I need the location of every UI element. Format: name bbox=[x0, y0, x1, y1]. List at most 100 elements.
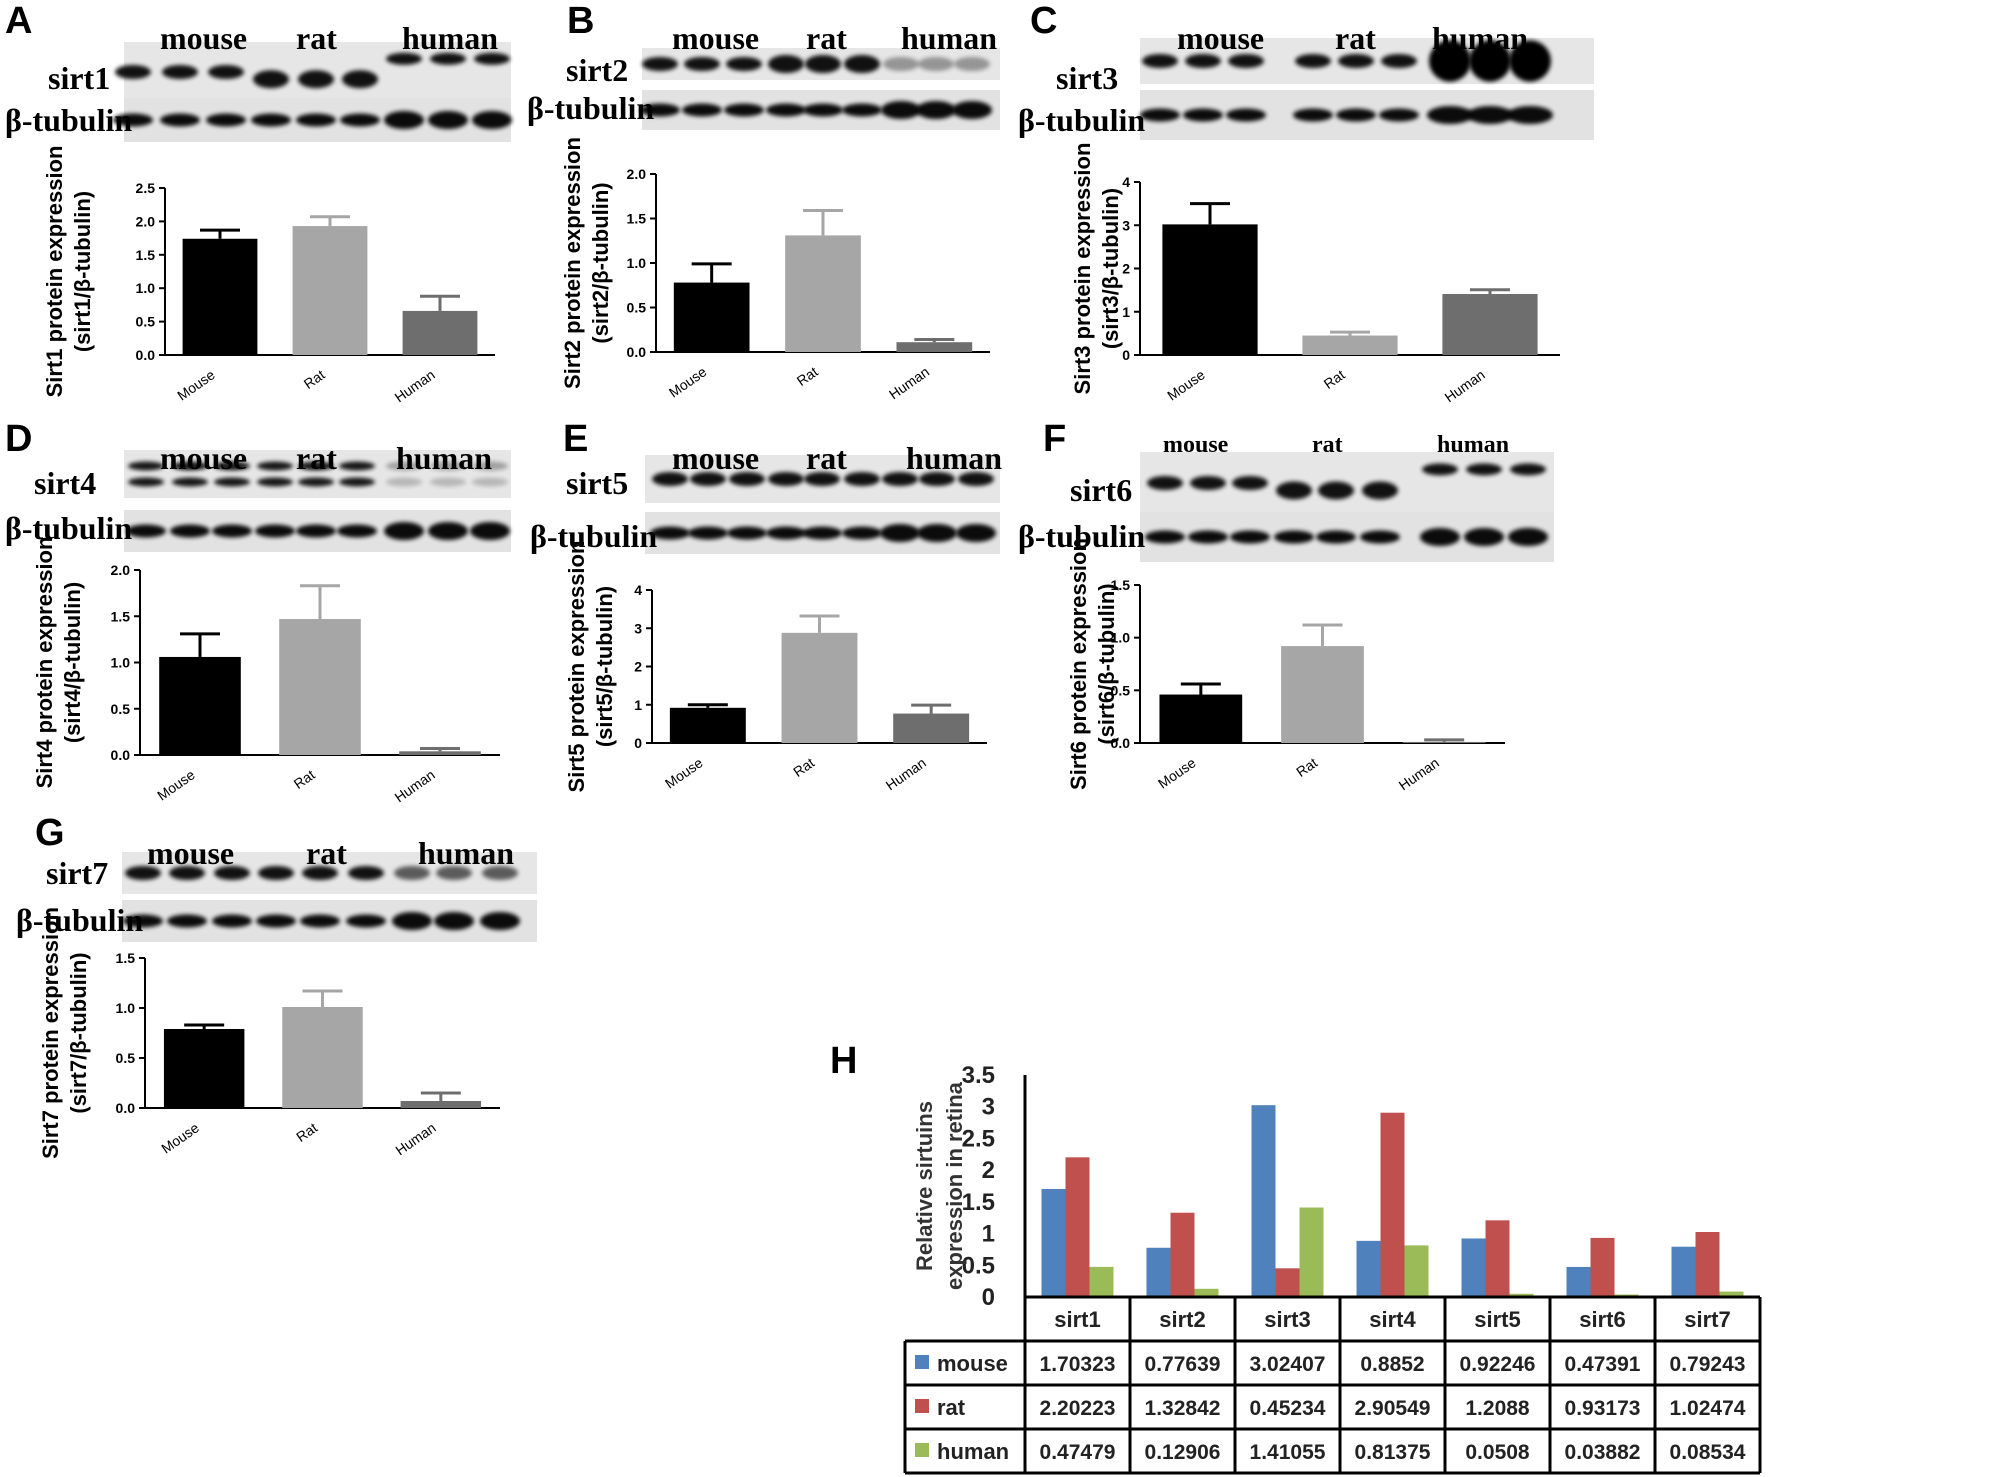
x-tick-label: Rat bbox=[1293, 754, 1320, 780]
tubulin-band bbox=[1293, 108, 1333, 122]
tubulin-band bbox=[1188, 530, 1228, 544]
y-tick-label: 0.5 bbox=[136, 314, 156, 330]
protein-band bbox=[1429, 40, 1471, 82]
y-tick-label: 2.0 bbox=[136, 213, 156, 229]
tubulin-band bbox=[206, 113, 246, 127]
tubulin-band bbox=[956, 524, 996, 542]
protein-band bbox=[1276, 481, 1312, 500]
protein-band bbox=[1469, 40, 1511, 82]
protein-label: sirt7 bbox=[46, 855, 109, 891]
bar-human-sirt2 bbox=[1194, 1288, 1219, 1297]
y-axis-label-units: (sirt3/β-tubulin) bbox=[1098, 188, 1123, 349]
protein-band bbox=[1510, 463, 1546, 476]
y-tick-label: 0.0 bbox=[116, 1100, 136, 1116]
table-cell: 2.90549 bbox=[1355, 1397, 1431, 1420]
tubulin-band bbox=[842, 103, 882, 117]
table-cell: 2.20223 bbox=[1040, 1397, 1116, 1420]
table-cell: 3.02407 bbox=[1250, 1353, 1326, 1376]
tubulin-band bbox=[917, 524, 957, 542]
y-tick-label: 0.5 bbox=[111, 701, 131, 717]
species-label-rat: rat bbox=[806, 440, 847, 476]
tubulin-band bbox=[1140, 108, 1180, 122]
protein-band bbox=[1190, 476, 1226, 490]
tubulin-band bbox=[296, 524, 336, 538]
bar-rat bbox=[785, 235, 861, 352]
bar-rat bbox=[1281, 646, 1364, 743]
protein-label: sirt2 bbox=[566, 52, 629, 88]
protein-band bbox=[1422, 463, 1458, 476]
table-cell: 0.12906 bbox=[1145, 1441, 1221, 1464]
bar-mouse-sirt4 bbox=[1356, 1240, 1381, 1297]
y-tick-label: 1.0 bbox=[627, 255, 647, 271]
panel-letter-f: F bbox=[1043, 418, 1067, 460]
y-tick-label: 0 bbox=[1122, 347, 1130, 363]
y-tick-label: 3 bbox=[634, 620, 642, 636]
tubulin-band bbox=[434, 912, 474, 930]
bar-chart-sirt6: 0.0 0.5 1.0 1.5 Mouse Rat Human Sirt6 protein e… bbox=[1066, 538, 1505, 793]
bar-mouse bbox=[1159, 694, 1243, 743]
grouped-bar-chart-sirtuins: 0 0.5 1 1.5 2 2.5 3 3.5 Relative sirtuins express… bbox=[912, 1062, 1744, 1311]
protein-band bbox=[768, 472, 804, 486]
protein-band bbox=[1147, 476, 1183, 490]
y-axis-label: Sirt4 protein expression bbox=[32, 537, 57, 789]
protein-band bbox=[844, 55, 880, 73]
protein-band bbox=[1185, 54, 1221, 68]
bar-mouse bbox=[669, 707, 746, 743]
tubulin-band bbox=[384, 111, 424, 129]
tubulin-band bbox=[766, 103, 806, 117]
y-tick-label: 0.0 bbox=[627, 344, 647, 360]
loading-control-label: β-tubulin bbox=[530, 518, 658, 554]
western-blot-sirt2 bbox=[640, 48, 1000, 130]
tubulin-band bbox=[428, 111, 468, 129]
protein-band bbox=[128, 461, 164, 471]
bar-human bbox=[1402, 741, 1486, 743]
protein-band bbox=[430, 477, 466, 487]
y-tick-label: 1.5 bbox=[111, 608, 131, 624]
species-label-mouse: mouse bbox=[160, 440, 248, 476]
y-tick-label: 1.5 bbox=[962, 1189, 995, 1216]
species-label-mouse: mouse bbox=[1163, 432, 1229, 458]
table-cell: 0.47479 bbox=[1040, 1441, 1116, 1464]
y-tick-label: 1.0 bbox=[1111, 630, 1131, 646]
tubulin-band bbox=[881, 101, 921, 119]
bar-rat bbox=[282, 1007, 363, 1108]
bar-mouse-sirt3 bbox=[1251, 1105, 1276, 1297]
y-tick-label: 1.5 bbox=[1111, 577, 1131, 593]
tubulin-band bbox=[1183, 108, 1223, 122]
protein-band bbox=[214, 477, 250, 487]
species-label-rat: rat bbox=[306, 835, 347, 871]
protein-band bbox=[883, 57, 919, 71]
protein-band bbox=[1232, 476, 1268, 490]
y-tick-label: 0.0 bbox=[1111, 735, 1131, 751]
bar-chart-sirt5: 0 1 2 3 4 Mouse Rat Human Sirt5 protein expressi… bbox=[564, 541, 987, 793]
protein-band bbox=[652, 472, 688, 486]
protein-band bbox=[918, 57, 954, 71]
western-blot-sirt4 bbox=[124, 450, 511, 552]
protein-band bbox=[474, 52, 510, 65]
protein-band bbox=[298, 461, 334, 471]
y-axis-label: Sirt2 protein expression bbox=[560, 137, 585, 389]
species-label-human: human bbox=[418, 835, 515, 871]
protein-band bbox=[1142, 54, 1178, 68]
protein-band bbox=[805, 55, 841, 73]
y-tick-label: 2 bbox=[982, 1157, 995, 1184]
bar-mouse bbox=[163, 1029, 245, 1108]
y-axis-label-units: (sirt5/β-tubulin) bbox=[592, 586, 617, 747]
panel-letter-g: G bbox=[35, 812, 65, 854]
y-tick-label: 1 bbox=[982, 1221, 995, 1248]
y-axis-label-units: (sirt2/β-tubulin) bbox=[588, 182, 613, 343]
tubulin-band bbox=[337, 524, 377, 538]
species-label-mouse: mouse bbox=[160, 20, 248, 56]
bar-rat bbox=[781, 632, 858, 743]
y-tick-label: 0.0 bbox=[111, 747, 131, 763]
protein-band bbox=[394, 866, 430, 880]
panel-letter-b: B bbox=[567, 0, 595, 42]
legend-label-human: human bbox=[937, 1439, 1009, 1464]
loading-control-label: β-tubulin bbox=[5, 102, 133, 138]
species-label-human: human bbox=[901, 20, 998, 56]
bar-mouse-sirt7 bbox=[1671, 1246, 1696, 1297]
table-cell: 0.79243 bbox=[1670, 1353, 1746, 1376]
y-tick-label: 3 bbox=[1122, 217, 1130, 233]
bar-rat-sirt3 bbox=[1275, 1268, 1300, 1297]
